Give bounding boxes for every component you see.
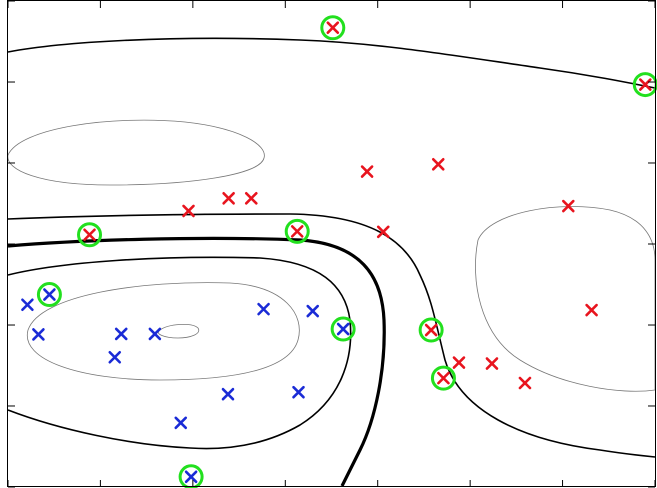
class-a-point <box>485 357 499 370</box>
class-a-point-stroke-b <box>290 225 304 238</box>
class-a-point-stroke-b <box>452 356 466 369</box>
class-a-point <box>83 228 96 242</box>
class-b-point-stroke-b <box>108 350 122 364</box>
y-axis-ticks <box>8 0 655 488</box>
class-b-point-stroke-b <box>32 328 45 341</box>
support-vector-ring <box>330 316 356 342</box>
class-a-point-stroke-b <box>222 192 235 205</box>
class-b-point <box>114 327 128 341</box>
class-b-point-stroke-b <box>336 322 350 336</box>
class-b-point <box>43 288 56 301</box>
class-a-point <box>360 165 374 178</box>
class-a-point-stroke-b <box>244 192 258 205</box>
class-b-point <box>257 302 270 316</box>
contour-right-loop <box>475 206 656 392</box>
class-a-point-stroke-b <box>585 303 598 317</box>
class-b-point-stroke-b <box>257 302 270 316</box>
class-a-point-stroke-b <box>182 204 195 218</box>
plot-frame <box>7 0 656 487</box>
class-a-point <box>518 376 532 390</box>
class-b-point-stroke-b <box>184 470 198 484</box>
class-a-point <box>638 78 652 91</box>
support-vector-ring <box>418 317 444 343</box>
support-vector-ring <box>320 15 346 41</box>
class-b-points <box>21 288 350 484</box>
class-a-point <box>424 323 438 337</box>
support-vector-ring <box>632 72 657 98</box>
class-b-point-stroke-b <box>292 385 305 399</box>
class-a-point <box>182 204 195 218</box>
class-a-point <box>562 199 575 213</box>
class-a-point <box>431 157 445 171</box>
class-a-point <box>452 356 466 369</box>
class-a-point <box>244 192 258 205</box>
class-b-point <box>148 327 162 341</box>
class-b-point <box>32 328 45 341</box>
class-a-point-stroke-b <box>431 157 445 171</box>
class-b-point <box>306 304 320 318</box>
decision-boundary <box>7 236 386 487</box>
class-b-point-stroke-b <box>148 327 162 341</box>
contour-lower-left-loop <box>26 282 300 381</box>
x-axis-ticks <box>7 1 656 487</box>
class-a-point-stroke-b <box>326 21 340 35</box>
class-b-point <box>174 416 188 430</box>
axes <box>7 0 656 488</box>
contour-upper-left-ellipse <box>7 119 265 186</box>
class-b-point <box>184 470 198 484</box>
class-b-point-stroke-b <box>114 327 128 341</box>
class-a-points <box>83 21 652 390</box>
contour-small-center <box>158 324 200 339</box>
class-a-point-stroke-b <box>518 376 532 390</box>
margin-contour-top <box>7 37 656 89</box>
support-vector-ring <box>430 365 456 391</box>
class-b-point <box>108 350 122 364</box>
class-a-point-stroke-b <box>424 323 438 337</box>
class-b-point <box>292 385 305 399</box>
class-a-point <box>585 303 598 317</box>
class-a-point-stroke-b <box>562 199 575 213</box>
margin-contour-lower <box>7 256 352 450</box>
class-b-point <box>221 387 235 401</box>
class-a-point <box>326 21 340 35</box>
margin-contour-middle <box>7 213 656 458</box>
support-vector-ring <box>36 282 62 308</box>
class-a-point <box>222 192 235 205</box>
class-a-point-stroke-b <box>376 225 390 239</box>
class-a-point-stroke-b <box>485 357 499 370</box>
class-a-point <box>290 225 304 238</box>
class-a-point-stroke-b <box>638 78 652 91</box>
class-a-point-stroke-b <box>437 371 450 385</box>
class-b-point <box>336 322 350 336</box>
class-a-point-stroke-b <box>360 165 374 178</box>
class-b-point-stroke-b <box>306 304 320 318</box>
class-b-point <box>21 298 34 312</box>
class-b-point-stroke-b <box>221 387 235 401</box>
class-a-point <box>376 225 390 239</box>
support-vector-ring <box>77 222 103 248</box>
class-b-point-stroke-b <box>43 288 56 301</box>
class-a-point <box>437 371 450 385</box>
support-vector-ring <box>284 218 310 244</box>
class-b-point-stroke-b <box>21 298 34 312</box>
contour-lines <box>7 37 656 487</box>
class-b-point-stroke-b <box>174 416 188 430</box>
class-a-point-stroke-b <box>83 228 96 242</box>
